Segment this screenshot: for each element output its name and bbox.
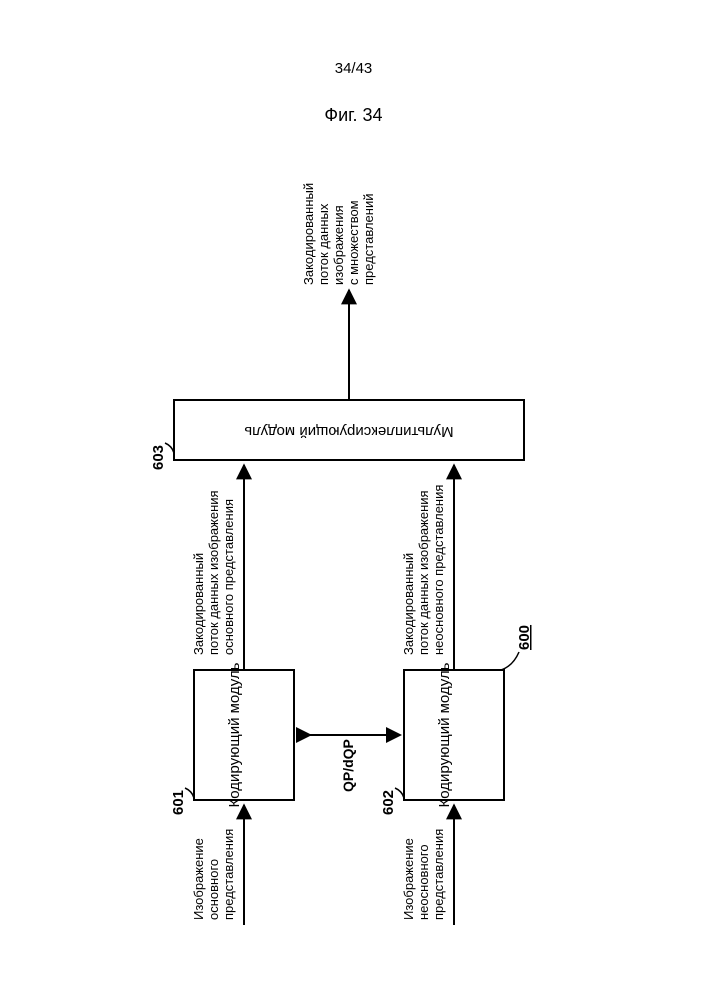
figure-title: Фиг. 34	[324, 105, 382, 126]
ref-600-tick	[501, 652, 519, 670]
label-output-l5: представлений	[361, 194, 376, 285]
label-input-main-l3: представления	[221, 829, 236, 920]
ref-603: 603	[150, 445, 167, 470]
label-input-nonmain-l3: представления	[431, 829, 446, 920]
node-encoder-602-label: Кодирующий модуль	[436, 662, 453, 807]
label-stream-nonmain-l1: Закодированный	[401, 553, 416, 655]
label-output-l1: Закодированный	[301, 183, 316, 285]
node-mux-603-label: Мультиплексирующий модуль	[244, 423, 453, 440]
node-encoder-601-label-l1: Кодирующий модуль	[226, 662, 243, 807]
label-output-l3: изображения	[331, 205, 346, 285]
label-stream-main-l2: поток данных изображения	[206, 490, 221, 655]
ref-600: 600	[516, 625, 533, 650]
label-output-l4: с множеством	[346, 200, 361, 285]
diagram: Изображение основного представления Коди…	[119, 180, 589, 940]
label-stream-nonmain-l2: поток данных изображения	[416, 490, 431, 655]
label-stream-main-l1: Закодированный	[191, 553, 206, 655]
ref-602: 602	[380, 790, 397, 815]
label-stream-nonmain-l3: неосновного представления	[431, 485, 446, 655]
label-input-nonmain-l1: Изображение	[401, 838, 416, 920]
label-input-main-l1: Изображение	[191, 838, 206, 920]
label-qp-dqp: QP/dQP	[340, 739, 356, 792]
label-stream-main-l3: основного представления	[221, 499, 236, 655]
label-output-l2: поток данных	[316, 203, 331, 285]
label-input-main-l2: основного	[206, 859, 221, 920]
node-encoder-601	[194, 670, 294, 800]
label-input-nonmain-l2: неосновного	[416, 844, 431, 920]
ref-601: 601	[170, 790, 187, 815]
page-number: 34/43	[335, 60, 373, 77]
node-encoder-602	[404, 670, 504, 800]
